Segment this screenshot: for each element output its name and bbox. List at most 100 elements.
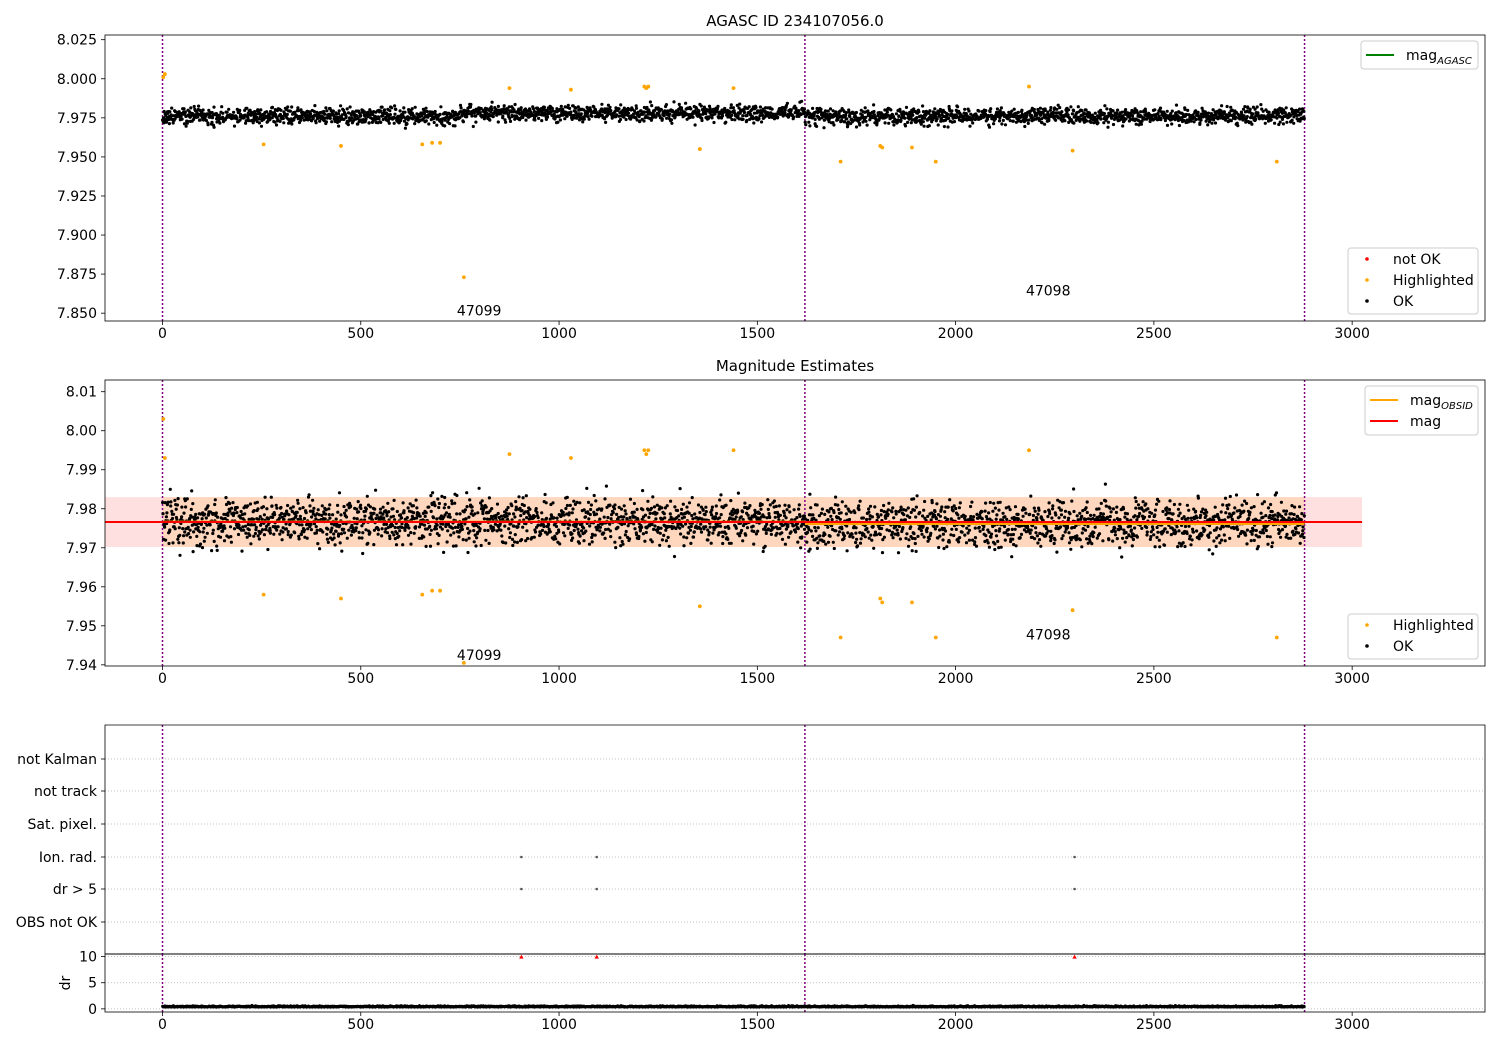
ok-point (929, 531, 933, 536)
ok-point (1093, 111, 1097, 115)
ok-point (854, 110, 859, 115)
ok-point (899, 118, 903, 122)
ok-point (1072, 109, 1076, 113)
ok-point (215, 544, 219, 548)
ok-point (554, 524, 559, 529)
ok-point (458, 512, 462, 516)
ok-point (618, 117, 623, 122)
ok-point (769, 532, 774, 537)
ok-point (941, 532, 946, 536)
ok-point (891, 506, 895, 510)
ok-point (920, 532, 924, 536)
ok-point (594, 499, 598, 503)
ok-point (1003, 123, 1008, 127)
ok-point (275, 506, 279, 510)
ok-point (635, 507, 639, 511)
ok-point (1248, 107, 1252, 111)
ok-point (537, 112, 541, 116)
ok-point (587, 542, 592, 546)
ok-point (690, 513, 694, 518)
ok-point (307, 117, 311, 121)
ok-point (616, 525, 620, 530)
ok-point (1186, 108, 1190, 112)
ok-point (853, 510, 857, 515)
ok-point (897, 114, 901, 118)
ok-point (569, 110, 573, 114)
ok-point (956, 105, 960, 109)
ok-point (496, 120, 500, 124)
ok-point (577, 541, 582, 545)
ok-point (858, 499, 862, 503)
ok-point (664, 103, 669, 107)
ok-point (543, 113, 547, 117)
ok-point (566, 526, 570, 531)
ok-point (831, 109, 835, 113)
ok-point (892, 123, 896, 127)
ok-point (741, 114, 745, 118)
ok-point (1130, 114, 1135, 118)
ok-point (391, 514, 396, 518)
ok-point (789, 530, 793, 534)
ok-point (719, 524, 723, 528)
ok-point (617, 107, 621, 111)
ok-point (452, 113, 456, 117)
ok-point (245, 106, 249, 110)
ok-point (345, 536, 349, 540)
ok-point (489, 105, 493, 109)
chart-title: AGASC ID 234107056.0 (706, 12, 884, 30)
ok-point (589, 507, 593, 512)
ok-point (451, 110, 455, 114)
ok-point (163, 525, 167, 529)
ok-point (227, 107, 231, 111)
ok-point (922, 535, 926, 539)
ok-point (196, 525, 200, 530)
ok-point (332, 536, 336, 540)
ok-point (454, 544, 458, 548)
ok-point (249, 542, 253, 546)
ok-point (738, 102, 742, 106)
ok-point (746, 513, 750, 517)
ok-point (759, 507, 763, 511)
ok-point (847, 517, 852, 522)
ok-point (698, 510, 702, 515)
ok-point (472, 529, 476, 533)
ok-point (774, 504, 778, 508)
ok-point (399, 516, 404, 520)
ok-point (882, 510, 886, 514)
ok-point (552, 516, 556, 520)
ok-point (361, 118, 365, 122)
ok-point (691, 517, 695, 521)
ok-point (374, 488, 378, 492)
ok-point (919, 529, 924, 533)
ok-point (368, 531, 372, 535)
ok-point (431, 516, 436, 520)
ok-point (285, 509, 289, 513)
ok-point (1072, 121, 1076, 125)
ok-point (182, 122, 187, 126)
ok-point (568, 106, 572, 110)
ok-point (240, 549, 244, 553)
ok-point (809, 529, 813, 533)
ok-point (632, 510, 636, 514)
ok-point (264, 527, 268, 532)
ok-point (465, 505, 469, 509)
ok-point (628, 516, 632, 520)
ok-point (181, 541, 185, 545)
ok-point (660, 117, 664, 121)
ok-point (947, 540, 952, 544)
ok-point (563, 534, 567, 538)
ok-point (382, 516, 386, 520)
ok-point (624, 117, 628, 122)
ok-point (752, 529, 756, 534)
ok-point (619, 103, 623, 107)
ok-point (729, 499, 733, 503)
ok-point (846, 123, 850, 127)
ok-point (652, 527, 656, 532)
ok-point (777, 504, 782, 508)
ok-point (245, 535, 249, 539)
ok-point (429, 528, 433, 532)
ok-point (699, 530, 704, 534)
ok-point (650, 116, 654, 120)
ok-point (809, 506, 813, 510)
ok-point (1008, 119, 1012, 123)
